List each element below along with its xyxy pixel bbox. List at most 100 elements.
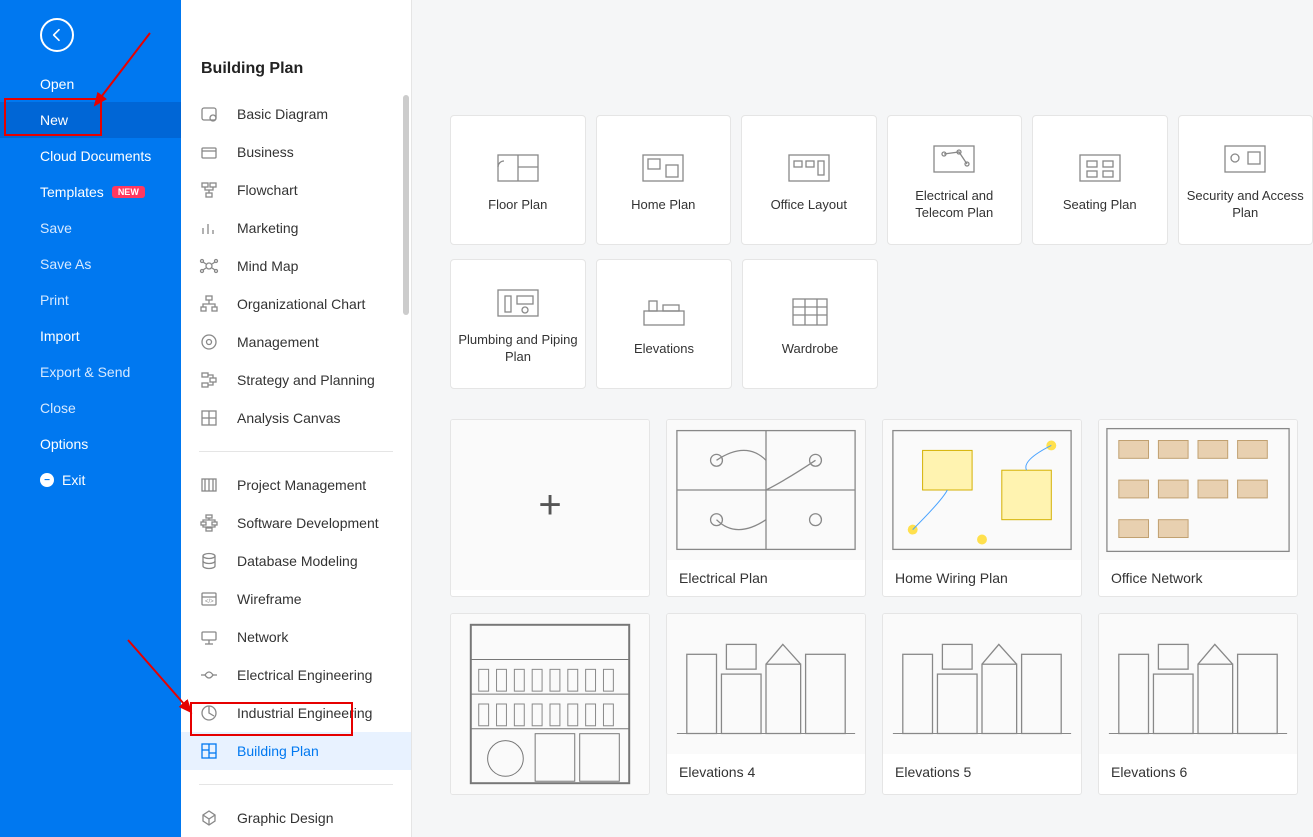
category-electrical-engineering[interactable]: Electrical Engineering	[181, 656, 411, 694]
category-icon	[199, 808, 219, 828]
category-icon	[199, 256, 219, 276]
category-label: Software Development	[237, 515, 379, 531]
example-office-network[interactable]: Office Network	[1098, 419, 1298, 597]
example-electrical-plan[interactable]: Electrical Plan	[666, 419, 866, 597]
example-label: Elevations 6	[1099, 754, 1297, 790]
file-menu-sidebar: Open NewCloud Documents Templates NEW Save Sa…	[0, 0, 181, 837]
category-building-plan[interactable]: Building Plan	[181, 732, 411, 770]
template-elevations[interactable]: Elevations	[596, 259, 732, 389]
menu-item-import[interactable]: Import	[0, 318, 181, 354]
template-label: Security and Access Plan	[1183, 188, 1309, 222]
menu-item-close[interactable]: Close	[0, 390, 181, 426]
example-home-wiring-plan[interactable]: Home Wiring Plan	[882, 419, 1082, 597]
new-blank-example[interactable]: +	[450, 419, 650, 597]
template-label: Office Layout	[771, 197, 847, 214]
template-security-and-access-plan[interactable]: Security and Access Plan	[1178, 115, 1313, 245]
example-label: Elevations 4	[667, 754, 865, 790]
menu-item-new[interactable]: New	[0, 102, 181, 138]
category-label: Analysis Canvas	[237, 410, 341, 426]
category-network[interactable]: Network	[181, 618, 411, 656]
example-thumb	[1099, 420, 1297, 560]
menu-item-label: Open	[40, 76, 74, 92]
category-software-development[interactable]: Software Development	[181, 504, 411, 542]
template-electrical-and-telecom-plan[interactable]: Electrical and Telecom Plan	[887, 115, 1023, 245]
template-label: Home Plan	[631, 197, 695, 214]
category-label: Wireframe	[237, 591, 302, 607]
example-card[interactable]	[450, 613, 650, 795]
menu-item-templates[interactable]: Templates NEW	[0, 174, 181, 210]
category-management[interactable]: Management	[181, 323, 411, 361]
menu-item-label: Export & Send	[40, 364, 130, 380]
category-analysis-canvas[interactable]: Analysis Canvas	[181, 399, 411, 437]
template-floor-plan[interactable]: Floor Plan	[450, 115, 586, 245]
category-label: Organizational Chart	[237, 296, 365, 312]
menu-item-print[interactable]: Print	[0, 282, 181, 318]
category-flowchart[interactable]: Flowchart	[181, 171, 411, 209]
template-home-plan[interactable]: Home Plan	[596, 115, 732, 245]
category-icon	[199, 627, 219, 647]
menu-item-label: Save	[40, 220, 72, 236]
category-icon	[199, 104, 219, 124]
new-badge: NEW	[112, 186, 145, 198]
category-business[interactable]: Business	[181, 133, 411, 171]
category-project-management[interactable]: Project Management	[181, 466, 411, 504]
menu-item-label: Templates	[40, 184, 104, 200]
category-icon	[199, 703, 219, 723]
template-seating-plan[interactable]: Seating Plan	[1032, 115, 1168, 245]
template-thumb-icon	[493, 147, 543, 189]
category-industrial-engineering[interactable]: Industrial Engineering	[181, 694, 411, 732]
template-thumb-icon	[1075, 147, 1125, 189]
template-thumb-icon	[784, 147, 834, 189]
menu-item-options[interactable]: Options	[0, 426, 181, 462]
menu-item-label: Print	[40, 292, 69, 308]
category-icon	[199, 408, 219, 428]
template-label: Plumbing and Piping Plan	[455, 332, 581, 366]
template-label: Electrical and Telecom Plan	[892, 188, 1018, 222]
template-office-layout[interactable]: Office Layout	[741, 115, 877, 245]
category-organizational-chart[interactable]: Organizational Chart	[181, 285, 411, 323]
category-icon	[199, 142, 219, 162]
menu-item-save-as[interactable]: Save As	[0, 246, 181, 282]
example-label: Office Network	[1099, 560, 1297, 596]
category-scrollbar[interactable]	[403, 95, 409, 315]
template-label: Floor Plan	[488, 197, 547, 214]
template-label: Wardrobe	[782, 341, 839, 358]
category-label: Network	[237, 629, 288, 645]
example-elevations-4[interactable]: Elevations 4	[666, 613, 866, 795]
template-wardrobe[interactable]: Wardrobe	[742, 259, 878, 389]
menu-item-export-send[interactable]: Export & Send	[0, 354, 181, 390]
category-icon	[199, 294, 219, 314]
menu-item-label: Import	[40, 328, 80, 344]
menu-item-exit[interactable]: −Exit	[0, 462, 181, 498]
exit-icon: −	[40, 473, 54, 487]
category-label: Management	[237, 334, 319, 350]
category-icon: </>	[199, 589, 219, 609]
svg-text:</>: </>	[205, 599, 214, 605]
back-button[interactable]	[40, 18, 74, 52]
category-title: Building Plan	[201, 60, 303, 78]
template-thumb-icon	[638, 147, 688, 189]
template-thumb-icon	[639, 291, 689, 333]
category-label: Industrial Engineering	[237, 705, 372, 721]
template-thumb-icon	[493, 282, 543, 324]
category-icon	[199, 665, 219, 685]
example-elevations-5[interactable]: Elevations 5	[882, 613, 1082, 795]
category-label: Business	[237, 144, 294, 160]
example-label: Electrical Plan	[667, 560, 865, 596]
category-marketing[interactable]: Marketing	[181, 209, 411, 247]
category-database-modeling[interactable]: Database Modeling	[181, 542, 411, 580]
menu-item-cloud-documents[interactable]: Cloud Documents	[0, 138, 181, 174]
category-basic-diagram[interactable]: Basic Diagram	[181, 95, 411, 133]
menu-item-label: Close	[40, 400, 76, 416]
example-elevations-6[interactable]: Elevations 6	[1098, 613, 1298, 795]
category-wireframe[interactable]: </> Wireframe	[181, 580, 411, 618]
example-thumb	[883, 614, 1081, 754]
category-strategy-and-planning[interactable]: Strategy and Planning	[181, 361, 411, 399]
menu-item-save[interactable]: Save	[0, 210, 181, 246]
category-graphic-design[interactable]: Graphic Design	[181, 799, 411, 837]
menu-item-open[interactable]: Open	[0, 66, 181, 102]
category-mind-map[interactable]: Mind Map	[181, 247, 411, 285]
template-plumbing-and-piping-plan[interactable]: Plumbing and Piping Plan	[450, 259, 586, 389]
template-thumb-icon	[785, 291, 835, 333]
example-thumb	[883, 420, 1081, 560]
